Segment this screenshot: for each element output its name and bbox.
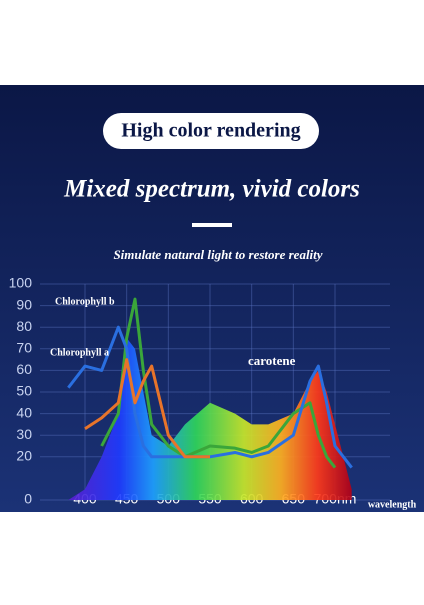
y-tick-label: 60 bbox=[16, 361, 32, 377]
x-axis-label: wavelength bbox=[368, 499, 417, 510]
series-label: Chlorophyll b bbox=[55, 296, 115, 307]
chart: 0203040506070809010040045050055060065070… bbox=[9, 275, 417, 511]
badge-pill bbox=[103, 113, 319, 149]
y-tick-label: 30 bbox=[16, 426, 32, 442]
y-tick-label: 70 bbox=[16, 340, 32, 356]
series-label: Chlorophyll a bbox=[50, 347, 109, 358]
y-tick-label: 50 bbox=[16, 383, 32, 399]
spectrum-area bbox=[68, 338, 352, 500]
y-tick-label: 80 bbox=[16, 318, 32, 334]
y-tick-label: 100 bbox=[9, 275, 33, 291]
headline: Mixed spectrum, vivid colors bbox=[63, 176, 360, 203]
divider bbox=[192, 223, 232, 227]
y-tick-label: 40 bbox=[16, 404, 32, 420]
series-line bbox=[100, 297, 337, 469]
y-tick-label: 0 bbox=[24, 491, 32, 507]
series-label: carotene bbox=[248, 353, 296, 368]
y-tick-label: 20 bbox=[16, 448, 32, 464]
y-tick-label: 90 bbox=[16, 296, 32, 312]
badge-text: High color rendering bbox=[121, 120, 300, 142]
subtitle: Simulate natural light to restore realit… bbox=[113, 247, 322, 262]
series-line bbox=[84, 358, 210, 459]
